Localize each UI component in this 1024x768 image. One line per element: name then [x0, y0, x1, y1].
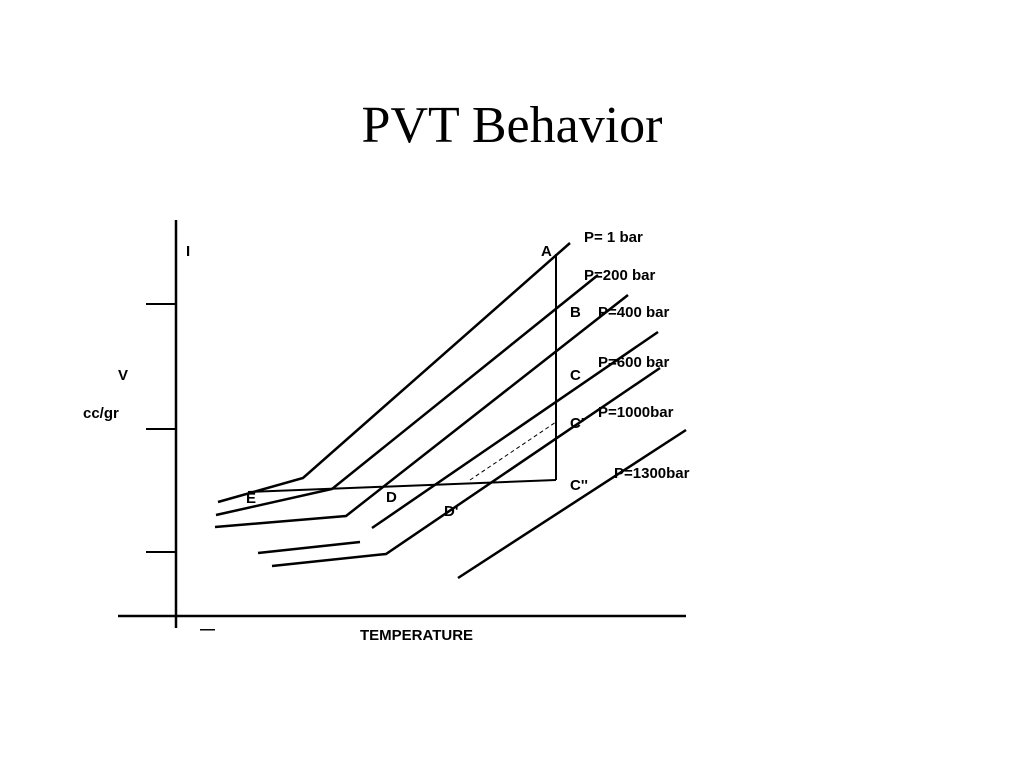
point-label-e: E: [246, 490, 256, 507]
isobar-line-600bar: [371, 330, 659, 530]
isobar-line-400bar: [214, 294, 629, 529]
point-label-c-double-prime: C'': [570, 477, 588, 494]
y-axis-top-mark: I: [186, 243, 190, 260]
isobar-line-1000bar: [271, 366, 661, 568]
point-label-c-prime: C': [570, 415, 584, 432]
point-label-a: A: [541, 243, 552, 260]
point-label-d: D: [386, 489, 397, 506]
isobar-label-600bar: P=600 bar: [598, 354, 669, 371]
isobar-label-200bar: P=200 bar: [584, 267, 655, 284]
point-label-b: B: [570, 304, 581, 321]
page-title: PVT Behavior: [361, 97, 663, 154]
x-axis-label: TEMPERATURE: [360, 627, 473, 644]
dashed-line: [469, 421, 557, 481]
isobar-label-1bar: P= 1 bar: [584, 229, 643, 246]
y-axis-unit: cc/gr: [83, 405, 119, 422]
isobar-line-200bar: [215, 274, 599, 517]
y-axis-label: V: [118, 367, 128, 384]
isobar-line-1300bar: [457, 428, 687, 580]
isobar-label-1000bar: P=1000bar: [598, 404, 674, 421]
isobar-line-600bar-low: [257, 540, 361, 555]
isobar-line-1bar: [217, 242, 571, 504]
isobar-label-400bar: P=400 bar: [598, 304, 669, 321]
point-label-d-prime: D': [444, 503, 458, 520]
isobar-label-1300bar: P=1300bar: [614, 465, 690, 482]
x-axis-left-mark: —: [200, 621, 215, 638]
e-d-line: [247, 479, 557, 493]
point-label-c: C: [570, 367, 581, 384]
